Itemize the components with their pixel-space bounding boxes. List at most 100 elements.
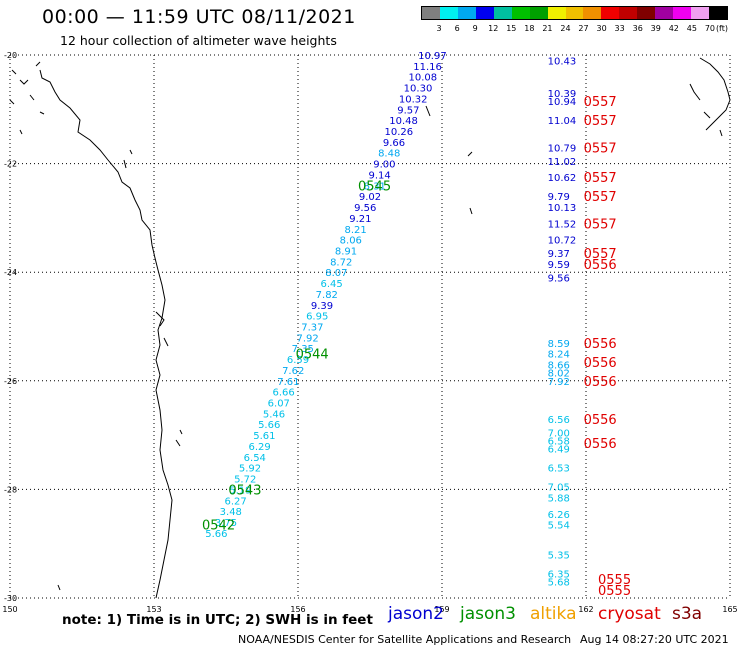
legend-swatch: [709, 7, 727, 19]
wave-height-value: 5.68: [548, 578, 570, 589]
legend-tick-label: 15: [506, 24, 516, 33]
wave-height-value: 8.02: [548, 369, 570, 380]
wave-height-value: 5.19: [229, 485, 251, 496]
wave-height-value: 6.35: [548, 570, 570, 581]
wave-height-value: 5.92: [239, 464, 261, 475]
wave-height-value: 7.82: [316, 290, 338, 301]
wave-height-value: 6.54: [244, 453, 266, 464]
track-time-labels: 0545 0544 0543 0542 0557 0557 0557 0557 0557 0557…: [202, 95, 631, 599]
color-scale-legend: [421, 6, 728, 20]
latitude-label: -26: [4, 377, 17, 386]
legend-tick-label: 12: [488, 24, 498, 33]
wave-height-value: 10.26: [384, 127, 413, 138]
wave-height-value: 10.30: [404, 84, 433, 95]
pass-time-label: 0557: [584, 217, 617, 232]
latitude-label: -22: [4, 160, 17, 169]
wave-height-value: 8.48: [378, 149, 400, 160]
pass-time-label: 0544: [296, 348, 329, 363]
wave-height-value: 5.61: [253, 431, 275, 442]
longitude-label: 156: [290, 605, 305, 614]
legend-unit: (ft): [716, 24, 728, 33]
latitude-label: -30: [4, 594, 17, 603]
legend-jason2: jason2: [388, 604, 444, 624]
legend-swatch: [637, 7, 656, 19]
wave-height-value: 5.35: [548, 551, 570, 562]
axis-labels: -20 -22 -24 -26 -28 -30 150 153 156 159 162 165: [2, 51, 737, 614]
legend-tick-label: 3: [437, 24, 442, 33]
wave-height-value: 11.02: [548, 157, 577, 168]
wave-height-value: 9.14: [368, 170, 390, 181]
footer-credit: NOAA/NESDIS Center for Satellite Applica…: [238, 633, 572, 646]
longitude-label: 162: [578, 605, 593, 614]
longitude-label: 159: [434, 605, 449, 614]
wave-height-value: 7.37: [301, 323, 323, 334]
pass-time-label: 0556: [584, 258, 617, 273]
wave-height-value: 9.66: [383, 138, 405, 149]
pass-time-label: 0555: [598, 573, 631, 588]
pass-time-label: 0556: [584, 413, 617, 428]
pass-time-label: 0556: [584, 356, 617, 371]
wave-height-value: 9.56: [354, 203, 376, 214]
legend-tick-label: 9: [473, 24, 478, 33]
wave-height-value: 6.45: [320, 279, 342, 290]
wave-height-value: 3.48: [220, 507, 242, 518]
pass-time-label: 0556: [584, 375, 617, 390]
legend-cryosat: cryosat: [598, 604, 661, 624]
pass-time-label: 0555: [598, 584, 631, 599]
wave-height-value: 10.32: [399, 94, 428, 105]
legend-tick-label: 33: [615, 24, 625, 33]
wave-height-value: 7.61: [277, 377, 299, 388]
track-diagonal-values: 10.9711.1610.0810.3010.329.5710.4810.269…: [205, 51, 446, 540]
pass-time-label: 0557: [584, 114, 617, 129]
legend-altika: altika: [530, 604, 577, 624]
latitude-label: -24: [4, 268, 17, 277]
legend-ticks: 3 6 9 12 15 18 21 24 27 30 33 36 39 42 45 70 (ft): [437, 24, 728, 33]
wave-height-value: 5.46: [263, 409, 285, 420]
wave-height-value: 10.48: [389, 116, 418, 127]
wave-height-value: 5.88: [548, 494, 570, 505]
wave-height-value: 6.53: [548, 464, 570, 475]
wave-height-value: 10.62: [548, 173, 577, 184]
legend-swatch: [422, 7, 440, 19]
wave-height-value: 6.66: [272, 388, 294, 399]
legend-tick-label: 24: [560, 24, 570, 33]
legend-swatch: [547, 7, 566, 19]
wave-height-value: 7.92: [548, 377, 570, 388]
wave-height-value: 6.27: [224, 496, 246, 507]
longitude-label: 150: [2, 605, 17, 614]
wave-height-value: 10.79: [548, 143, 577, 154]
legend-swatch: [475, 7, 494, 19]
wave-height-value: 3.75: [215, 518, 237, 529]
pass-time-label: 0556: [584, 337, 617, 352]
graticule: [9, 54, 731, 599]
wave-height-value: 9.56: [548, 274, 570, 285]
legend-tick-label: 36: [633, 24, 643, 33]
wave-height-value: 7.92: [296, 333, 318, 344]
longitude-label: 165: [722, 605, 737, 614]
wave-height-value: 9.79: [548, 192, 570, 203]
coastline: [9, 57, 731, 599]
wave-height-value: 6.58: [548, 437, 570, 448]
wave-height-value: 6.49: [548, 445, 570, 456]
legend-swatch: [457, 7, 476, 19]
wave-height-value: 8.31: [364, 181, 386, 192]
legend-swatch: [493, 7, 512, 19]
wave-height-value: 8.72: [330, 257, 352, 268]
pass-time-label: 0557: [584, 190, 617, 205]
pass-time-label: 0545: [358, 179, 391, 194]
legend-swatch: [691, 7, 709, 19]
wave-height-value: 10.94: [548, 97, 577, 108]
wave-height-value: 8.91: [335, 246, 357, 257]
wave-height-value: 5.66: [205, 529, 227, 540]
legend-tick-label: 21: [542, 24, 552, 33]
wave-height-value: 7.62: [282, 366, 304, 377]
legend-tick-label: 30: [596, 24, 606, 33]
pass-time-label: 0557: [584, 141, 617, 156]
wave-height-value: 8.24: [548, 350, 570, 361]
pass-time-label: 0556: [584, 437, 617, 452]
wave-height-value: 9.37: [548, 249, 570, 260]
wave-height-value: 6.56: [548, 415, 570, 426]
wave-height-value: 5.54: [548, 521, 570, 532]
wave-height-value: 8.06: [340, 236, 362, 247]
